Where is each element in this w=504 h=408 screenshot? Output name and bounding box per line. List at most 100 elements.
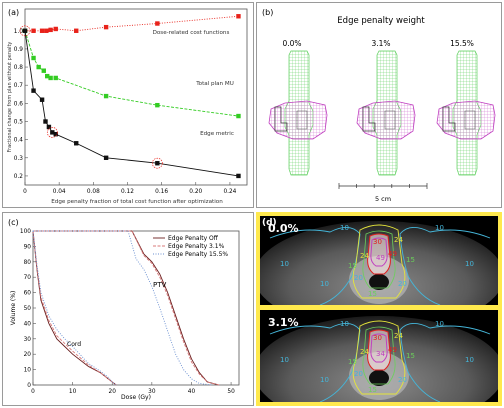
data-point — [236, 113, 241, 119]
volume-axis-label: Volume (%) — [10, 291, 17, 326]
cord-curve-0 — [32, 230, 117, 386]
y-tick-label: 90 — [24, 244, 32, 250]
contour-label: 10 — [340, 320, 349, 328]
data-point — [39, 28, 45, 33]
contour-label: 20 — [398, 376, 407, 384]
weight-label-1: 3.1% — [371, 39, 390, 48]
dvh-chart: (c) 0 10 20 30 40 50 0 10 20 30 40 50 60 70 80 90 100 E… — [8, 218, 240, 401]
dose-axis-label: Dose (Gy) — [121, 394, 151, 401]
contour-label: 10 — [320, 280, 329, 288]
ptv-annotation: PTV — [153, 281, 166, 289]
legend-15-5: Edge Penalty 15.5% — [168, 251, 228, 258]
highlight-circle — [151, 157, 163, 169]
data-point — [155, 161, 160, 166]
x-tick-label: 0.20 — [189, 189, 202, 195]
y-tick-label: 1.0 — [14, 29, 24, 35]
beam-view-2 — [436, 50, 496, 176]
y-tick-label: 70 — [24, 275, 32, 281]
ct-weight-1: 3.1% — [268, 316, 299, 329]
contour-label: 24 — [360, 252, 369, 260]
ptv-curve-0 — [33, 230, 220, 386]
cord-curve-2 — [32, 230, 117, 386]
data-point — [53, 131, 58, 137]
y-tick-label: 80 — [24, 260, 32, 266]
contour-label: 24 — [360, 348, 369, 356]
contour-label: 49 — [388, 250, 397, 258]
x-axis-label: Edge penalty fraction of total cost func… — [51, 199, 223, 205]
y-tick-label: 0.7 — [14, 83, 24, 89]
scale-label: 5 cm — [375, 195, 391, 203]
contour-label: 15 — [406, 352, 415, 360]
data-point — [74, 141, 79, 146]
data-point — [103, 93, 109, 99]
ct-weight-0: 0.0% — [268, 222, 299, 235]
contour-label: 10 — [340, 224, 349, 232]
scale-bar — [338, 183, 428, 189]
x-tick-label: 0.04 — [53, 189, 66, 195]
contour-label: 10 — [465, 356, 474, 364]
x-tick-label: 10 — [69, 389, 77, 395]
dvh-legend: Edge Penalty Off Edge Penalty 3.1% Edge … — [153, 235, 228, 258]
data-point — [53, 75, 58, 81]
x-tick-label: 0.16 — [155, 189, 168, 195]
data-point — [103, 24, 109, 30]
highlight-circle — [46, 127, 58, 138]
data-point — [31, 28, 36, 33]
y-tick-label: 0 — [27, 383, 31, 389]
y-tick-label: 100 — [20, 229, 31, 235]
series-line-0 — [25, 15, 239, 32]
highlight-circle — [19, 25, 31, 37]
series-line-1 — [24, 30, 239, 117]
y-tick-label: 50 — [24, 306, 32, 312]
panel-a-label: (a) — [8, 8, 19, 17]
beam-views: (b) Edge penalty weight 0.0% 3.1% 15.5% … — [262, 8, 496, 203]
data-point — [46, 124, 52, 130]
data-point — [155, 21, 160, 26]
cord-curve-1 — [32, 230, 117, 386]
contour-label: 49 — [376, 254, 385, 262]
panel-b-label: (b) — [262, 8, 273, 17]
contour-label: 10 — [465, 260, 474, 268]
panel-d-label: (d) — [262, 218, 277, 228]
data-point — [48, 27, 53, 33]
data-point — [50, 130, 55, 135]
edge-penalty-chart: (a) 0 0.04 0.08 0.12 0.16 0.20 0.24 0.2 0.3 0.4 0… — [7, 8, 248, 205]
contour-label: 24 — [394, 332, 403, 340]
data-point — [74, 28, 79, 33]
data-point — [36, 64, 41, 70]
legend-3-1: Edge Penalty 3.1% — [168, 243, 225, 250]
contour-label: 15 — [406, 256, 415, 264]
y-tick-label: 0.5 — [14, 119, 24, 125]
y-tick-label: 0.8 — [14, 65, 24, 71]
contour-label: 15 — [368, 290, 377, 298]
ct-slice-0: 0.0% 10 10 10 10 10 24 24 15 15 15 20 20… — [260, 216, 498, 305]
series-label-edge: Edge metric — [200, 131, 234, 137]
cord-annotation: Cord — [67, 341, 81, 348]
y-tick-label: 0.6 — [14, 101, 24, 107]
y-tick-label: 10 — [24, 368, 32, 374]
panel-b-title: Edge penalty weight — [337, 16, 425, 26]
contour-label: 30 — [373, 238, 382, 246]
contour-label: 20 — [398, 280, 407, 288]
data-point — [44, 28, 49, 33]
beam-view-0 — [268, 50, 328, 176]
x-tick-label: 0.24 — [223, 189, 236, 195]
panel-b: (b) Edge penalty weight 0.0% 3.1% 15.5% … — [256, 2, 502, 208]
data-point — [103, 155, 109, 160]
contour-label: 15 — [348, 262, 357, 270]
weight-label-2: 15.5% — [450, 39, 474, 48]
data-point — [31, 88, 36, 93]
contour-label: 10 — [280, 356, 289, 364]
y-tick-label: 0.9 — [14, 47, 24, 53]
data-point — [236, 14, 241, 19]
panel-c-label: (c) — [8, 218, 19, 227]
contour-label: 15 — [368, 386, 377, 394]
x-tick-label: 40 — [188, 389, 196, 395]
y-tick-label: 60 — [24, 291, 32, 297]
x-tick-label: 20 — [109, 389, 117, 395]
y-tick-label: 0.3 — [14, 156, 24, 162]
series-label-mu: Total plan MU — [195, 81, 234, 87]
contour-label: 20 — [354, 370, 363, 378]
contour-label: 10 — [280, 260, 289, 268]
y-tick-label: 0.2 — [14, 174, 24, 180]
